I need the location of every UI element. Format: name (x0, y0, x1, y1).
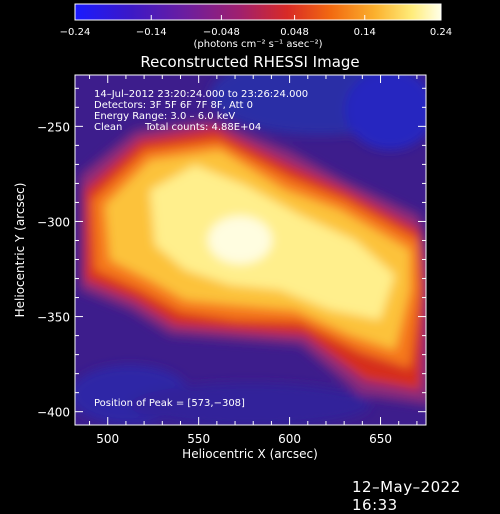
render-timestamp: 12–May–2022 16:33 (352, 478, 461, 514)
annotation-energy-range: Energy Range: 3.0 – 6.0 keV (94, 111, 235, 122)
colorbar-tick-label: 0.24 (430, 27, 452, 38)
low-flux-region (345, 75, 426, 150)
colorbar-gradient (75, 4, 441, 20)
x-tick-label: 550 (187, 432, 210, 446)
chart-title: Reconstructed RHESSI Image (140, 53, 359, 71)
colorbar-ticks: −0.24 −0.14 −0.048 0.048 0.14 0.24 (60, 15, 452, 38)
annotation-block: 14–Jul–2012 23:20:24.000 to 23:26:24.000… (94, 89, 308, 133)
y-axis-label: Heliocentric Y (arcsec) (13, 183, 27, 318)
x-axis-label: Heliocentric X (arcsec) (182, 447, 318, 461)
colorbar-units-label: (photons cm⁻² s⁻¹ asec⁻²) (193, 39, 322, 50)
axis-ticks: 500 550 600 650 −250 −300 −350 −400 (37, 75, 426, 446)
emission-peak (208, 216, 272, 264)
low-flux-region (130, 383, 370, 425)
x-tick-label: 600 (278, 432, 301, 446)
rhessi-chart: −0.24 −0.14 −0.048 0.048 0.14 0.24 (photons c… (13, 3, 452, 461)
y-tick-label: −350 (37, 311, 70, 325)
plot-frame (74, 74, 427, 426)
heatmap-image (75, 75, 426, 425)
colorbar-tick-label: −0.24 (60, 27, 91, 38)
peak-position-label: Position of Peak = [573,−308] (94, 398, 245, 409)
colorbar-frame (74, 3, 442, 21)
x-tick-label: 500 (96, 432, 119, 446)
y-tick-label: −250 (37, 120, 70, 134)
colorbar-tick-label: 0.048 (280, 27, 309, 38)
colorbar-tick-label: 0.14 (354, 27, 376, 38)
colorbar-tick-label: −0.14 (136, 27, 167, 38)
emission-core (150, 165, 395, 320)
y-tick-label: −300 (37, 215, 70, 229)
annotation-detectors: Detectors: 3F 5F 6F 7F 8F, Att 0 (94, 100, 253, 111)
y-tick-label: −400 (37, 406, 70, 420)
colorbar: −0.24 −0.14 −0.048 0.048 0.14 0.24 (photons c… (60, 3, 452, 50)
colorbar-tick-label: −0.048 (203, 27, 240, 38)
x-tick-label: 650 (369, 432, 392, 446)
annotation-method: Clean (94, 122, 122, 133)
annotation-time-range: 14–Jul–2012 23:20:24.000 to 23:26:24.000 (94, 89, 308, 100)
annotation-total-counts: Total counts: 4.88E+04 (144, 122, 261, 133)
